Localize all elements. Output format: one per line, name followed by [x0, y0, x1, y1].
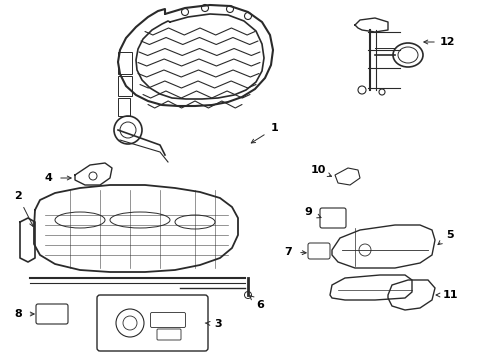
Text: 5: 5	[446, 230, 454, 240]
Text: 4: 4	[44, 173, 52, 183]
Bar	[118, 52, 132, 74]
Text: 9: 9	[304, 207, 312, 217]
Bar	[118, 98, 130, 116]
Text: 11: 11	[442, 290, 458, 300]
Bar	[118, 76, 132, 96]
Text: 2: 2	[14, 191, 22, 201]
Text: 1: 1	[271, 123, 279, 133]
Text: 8: 8	[14, 309, 22, 319]
Text: 12: 12	[439, 37, 455, 47]
Text: 7: 7	[284, 247, 292, 257]
Text: 10: 10	[310, 165, 326, 175]
Text: 3: 3	[214, 319, 222, 329]
Text: 6: 6	[256, 300, 264, 310]
